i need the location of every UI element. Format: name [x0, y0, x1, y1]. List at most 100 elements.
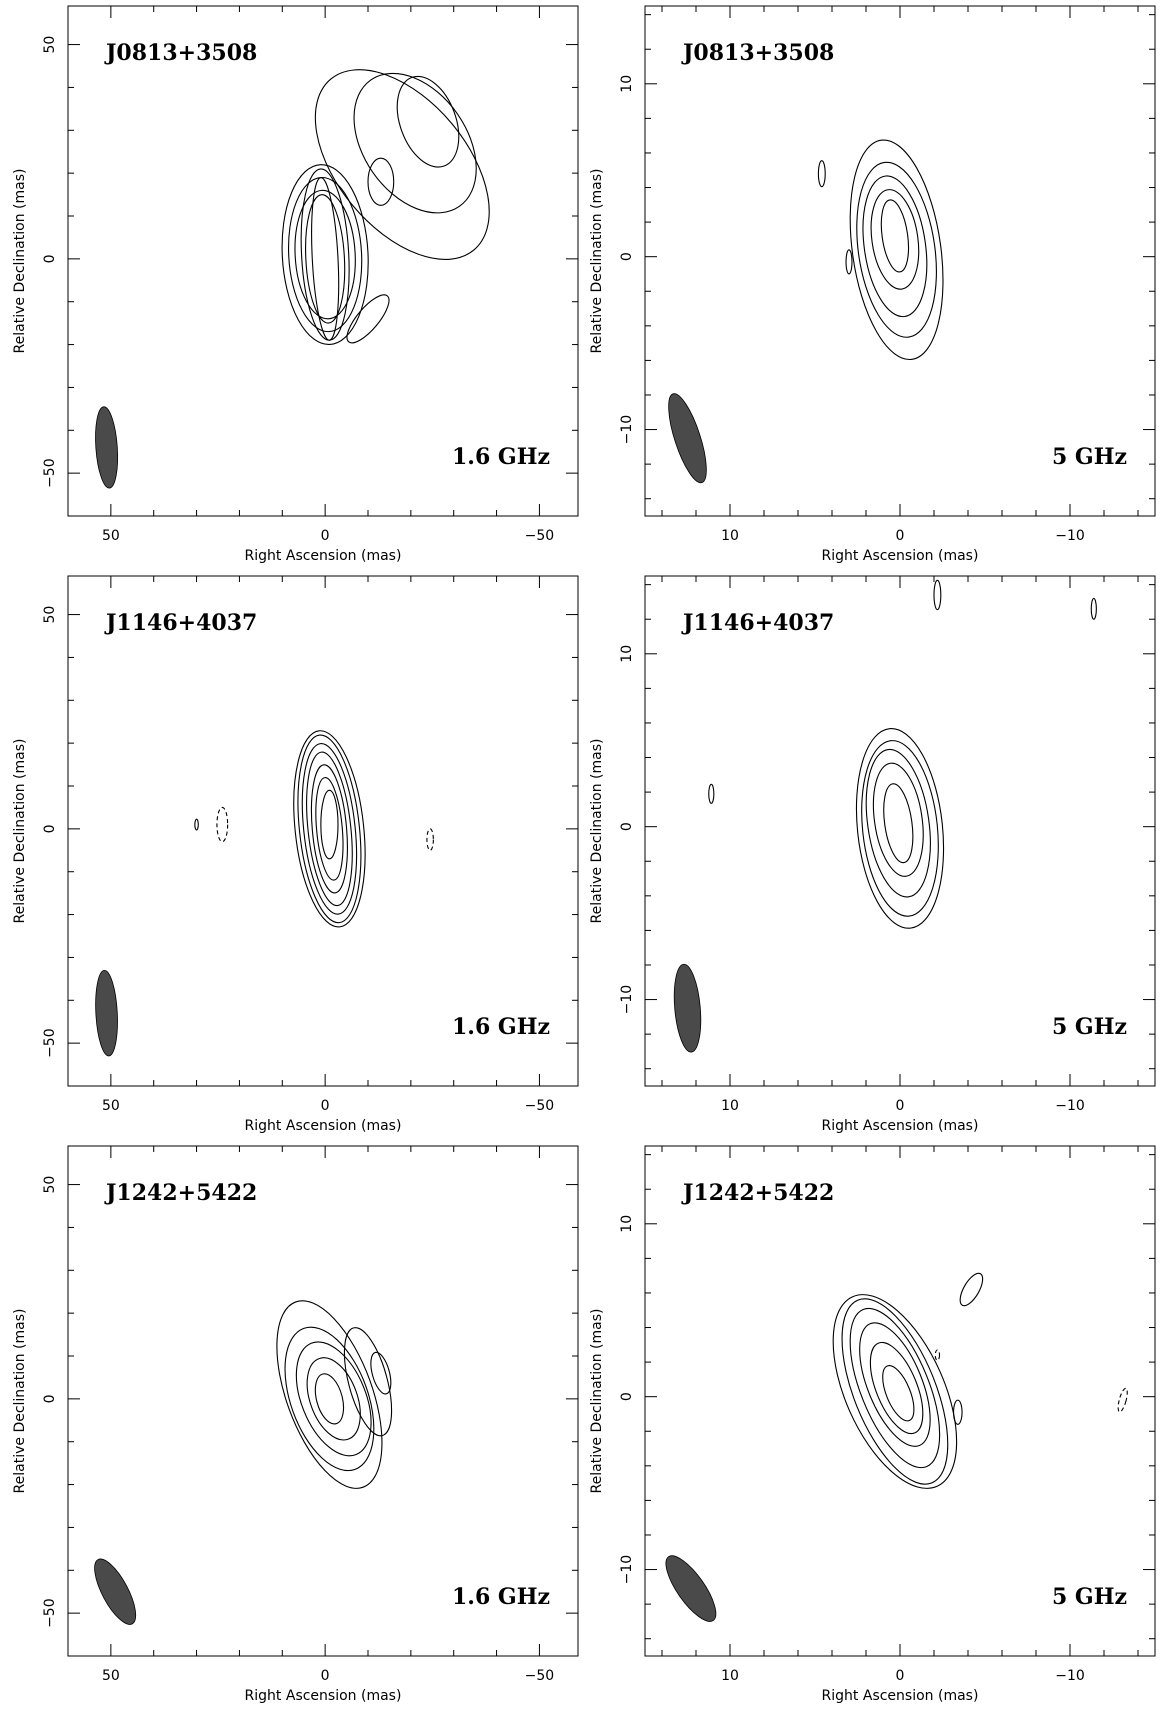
contour-level	[849, 1307, 941, 1469]
beam-ellipse	[95, 969, 118, 1057]
x-tick-label: 50	[102, 1668, 120, 1684]
contour-level	[314, 69, 490, 260]
x-tick-label: −10	[1055, 1098, 1085, 1114]
contour-level	[817, 160, 826, 188]
contour-panel: 10 0 −10 −10 0 10 Right Ascension (mas) Relativ…	[577, 1140, 1163, 1709]
y-tick-label: −50	[42, 458, 58, 488]
x-tick-label: 10	[721, 1668, 739, 1684]
contour-level	[287, 176, 363, 333]
y-tick-label: −50	[42, 1028, 58, 1058]
x-tick-label: 10	[721, 528, 739, 544]
contour-level	[300, 168, 350, 341]
contour-level	[845, 249, 853, 275]
contour-level	[855, 728, 945, 929]
frequency-label: 1.6 GHz	[452, 1014, 550, 1040]
beam-ellipse	[673, 963, 702, 1053]
y-tick-label: 50	[42, 1176, 58, 1194]
contour-level	[301, 743, 358, 915]
x-tick-label: 0	[896, 528, 905, 544]
beam-ellipse	[668, 393, 707, 484]
y-tick-label: 0	[42, 824, 58, 833]
contour-level	[865, 748, 931, 898]
contour-level	[959, 1272, 984, 1307]
negative-contour	[426, 828, 434, 851]
x-tick-label: 0	[321, 1098, 330, 1114]
contour-map: 50 0 −50 −50 0 50 Right Ascension (mas) Relativ…	[12, 5, 579, 564]
x-tick-label: −50	[525, 528, 555, 544]
plot-frame	[67, 5, 579, 517]
source-name: J1242+5422	[681, 1180, 834, 1206]
contour-level	[293, 730, 366, 928]
contour-level	[353, 72, 477, 214]
contour-map: 10 0 −10 −10 0 10 Right Ascension (mas) Relativ…	[589, 5, 1156, 564]
plot-frame	[644, 575, 1156, 1087]
y-tick-label: −10	[619, 1555, 635, 1585]
contour-level	[281, 164, 369, 346]
y-tick-label: 0	[42, 254, 58, 263]
x-tick-label: 0	[321, 528, 330, 544]
beam-ellipse	[665, 1555, 717, 1622]
x-axis-label: Right Ascension (mas)	[822, 548, 979, 564]
contour-level	[276, 1300, 383, 1489]
y-tick-label: −10	[619, 415, 635, 445]
contour-panel: 50 0 −50 −50 0 50 Right Ascension (mas) Relativ…	[0, 570, 586, 1139]
source-name: J0813+3508	[681, 40, 834, 66]
y-tick-label: 0	[619, 822, 635, 831]
y-axis-label: Relative Declination (mas)	[12, 1309, 28, 1494]
x-tick-label: −50	[525, 1098, 555, 1114]
contour-level	[295, 1341, 372, 1457]
y-tick-label: 10	[619, 75, 635, 93]
contour-level	[396, 75, 460, 168]
contour-level	[194, 818, 199, 831]
contour-level	[859, 1322, 931, 1447]
contour-level	[297, 734, 362, 924]
contour-panel: 50 0 −50 −50 0 50 Right Ascension (mas) Relativ…	[0, 1140, 586, 1709]
contour-level	[343, 1327, 393, 1437]
y-axis-label: Relative Declination (mas)	[589, 169, 605, 354]
y-tick-label: 10	[619, 1215, 635, 1233]
contour-level	[872, 762, 924, 877]
contour-level	[880, 199, 910, 273]
contour-level	[370, 1351, 392, 1395]
negative-contour	[934, 1349, 941, 1361]
contour-panel: 10 0 −10 −10 0 10 Right Ascension (mas) Relativ…	[577, 0, 1163, 569]
y-tick-label: 50	[42, 606, 58, 624]
contour-map: 50 0 −50 −50 0 50 Right Ascension (mas) Relativ…	[12, 1145, 579, 1704]
frequency-label: 5 GHz	[1052, 1584, 1127, 1610]
contour-map: 50 0 −50 −50 0 50 Right Ascension (mas) Relativ…	[12, 575, 579, 1134]
x-tick-label: 10	[721, 1098, 739, 1114]
x-tick-label: −50	[525, 1668, 555, 1684]
plot-frame	[644, 1145, 1156, 1657]
contour-level	[346, 294, 390, 344]
contour-level	[1090, 597, 1097, 620]
x-tick-label: 50	[102, 528, 120, 544]
contour-level	[933, 579, 942, 611]
frequency-label: 5 GHz	[1052, 1014, 1127, 1040]
y-axis-label: Relative Declination (mas)	[589, 1309, 605, 1494]
source-name: J0813+3508	[104, 40, 257, 66]
frequency-label: 5 GHz	[1052, 444, 1127, 470]
x-tick-label: −10	[1055, 1668, 1085, 1684]
source-name: J1146+4037	[104, 610, 257, 636]
contour-level	[856, 161, 937, 338]
plot-frame	[67, 1145, 579, 1657]
beam-ellipse	[95, 406, 119, 489]
contour-level	[306, 1357, 361, 1441]
y-tick-label: 10	[619, 645, 635, 663]
frequency-label: 1.6 GHz	[452, 1584, 550, 1610]
contour-level	[294, 189, 356, 320]
contour-level	[849, 139, 944, 361]
negative-contour	[216, 806, 229, 843]
contour-level	[870, 189, 920, 290]
y-tick-label: 0	[619, 252, 635, 261]
x-axis-label: Right Ascension (mas)	[245, 548, 402, 564]
y-axis-label: Relative Declination (mas)	[12, 169, 28, 354]
y-axis-label: Relative Declination (mas)	[12, 739, 28, 924]
x-axis-label: Right Ascension (mas)	[822, 1688, 979, 1704]
x-axis-label: Right Ascension (mas)	[822, 1118, 979, 1134]
contour-level	[832, 1294, 958, 1489]
contour-level	[869, 1341, 924, 1435]
contour-level	[315, 777, 344, 881]
contour-level	[305, 194, 346, 324]
